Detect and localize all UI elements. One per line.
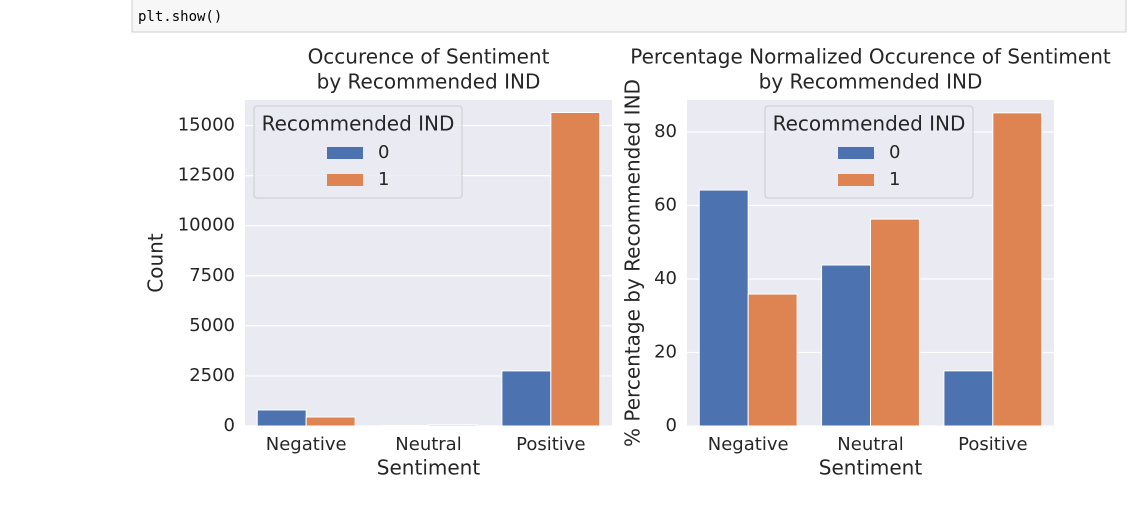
x-tick-label: Positive xyxy=(958,434,1027,455)
y-tick-label: 0 xyxy=(666,415,677,436)
bar xyxy=(550,112,601,427)
y-tick-label: 60 xyxy=(654,194,677,215)
chart-title: by Recommended IND xyxy=(759,70,983,94)
x-axis-label: Sentiment xyxy=(819,456,923,480)
y-tick-label: 80 xyxy=(654,121,677,142)
x-tick-label: Negative xyxy=(708,434,789,455)
bar xyxy=(870,218,920,427)
legend: Recommended IND 0 1 xyxy=(253,105,463,199)
code-cell xyxy=(131,0,1127,33)
y-tick-label: 12500 xyxy=(178,165,235,186)
y-tick-label: 2500 xyxy=(189,365,235,386)
legend-swatch xyxy=(327,174,363,186)
legend: Recommended IND 0 1 xyxy=(764,105,974,199)
bar xyxy=(305,416,356,427)
y-tick-label: 40 xyxy=(654,268,677,289)
bar xyxy=(747,293,798,427)
chart-title: Percentage Normalized Occurence of Senti… xyxy=(630,45,1111,69)
chart-title: by Recommended IND xyxy=(317,70,541,94)
bar xyxy=(428,424,478,427)
legend-label: 1 xyxy=(889,169,900,190)
y-tick-label: 0 xyxy=(224,415,235,436)
bar xyxy=(943,370,994,427)
legend-swatch xyxy=(838,174,874,186)
y-tick-label: 15000 xyxy=(178,115,235,136)
chart-title: Occurence of Sentiment xyxy=(308,45,550,69)
legend-title: Recommended IND xyxy=(773,112,966,136)
y-tick-label: 10000 xyxy=(178,215,235,236)
code-line: plt.show() xyxy=(138,9,222,25)
bar xyxy=(256,409,307,427)
legend-title: Recommended IND xyxy=(262,112,455,136)
legend-swatch xyxy=(838,147,874,159)
y-tick-label: 5000 xyxy=(189,315,235,336)
y-tick-label: 20 xyxy=(654,341,677,362)
y-tick-label: 7500 xyxy=(189,265,235,286)
legend-label: 1 xyxy=(378,169,389,190)
x-tick-label: Negative xyxy=(266,434,347,455)
legend-label: 0 xyxy=(378,142,389,163)
x-tick-label: Neutral xyxy=(837,434,903,455)
y-axis-label: % Percentage by Recommended IND xyxy=(621,79,645,447)
bar xyxy=(698,189,749,427)
x-axis-label: Sentiment xyxy=(377,456,481,480)
bar xyxy=(501,370,552,427)
x-tick-label: Positive xyxy=(516,434,585,455)
x-tick-label: Neutral xyxy=(395,434,461,455)
legend-label: 0 xyxy=(889,142,900,163)
y-axis-label: Count xyxy=(144,233,168,293)
legend-swatch xyxy=(327,147,363,159)
bar xyxy=(821,264,871,427)
bar xyxy=(992,112,1043,427)
